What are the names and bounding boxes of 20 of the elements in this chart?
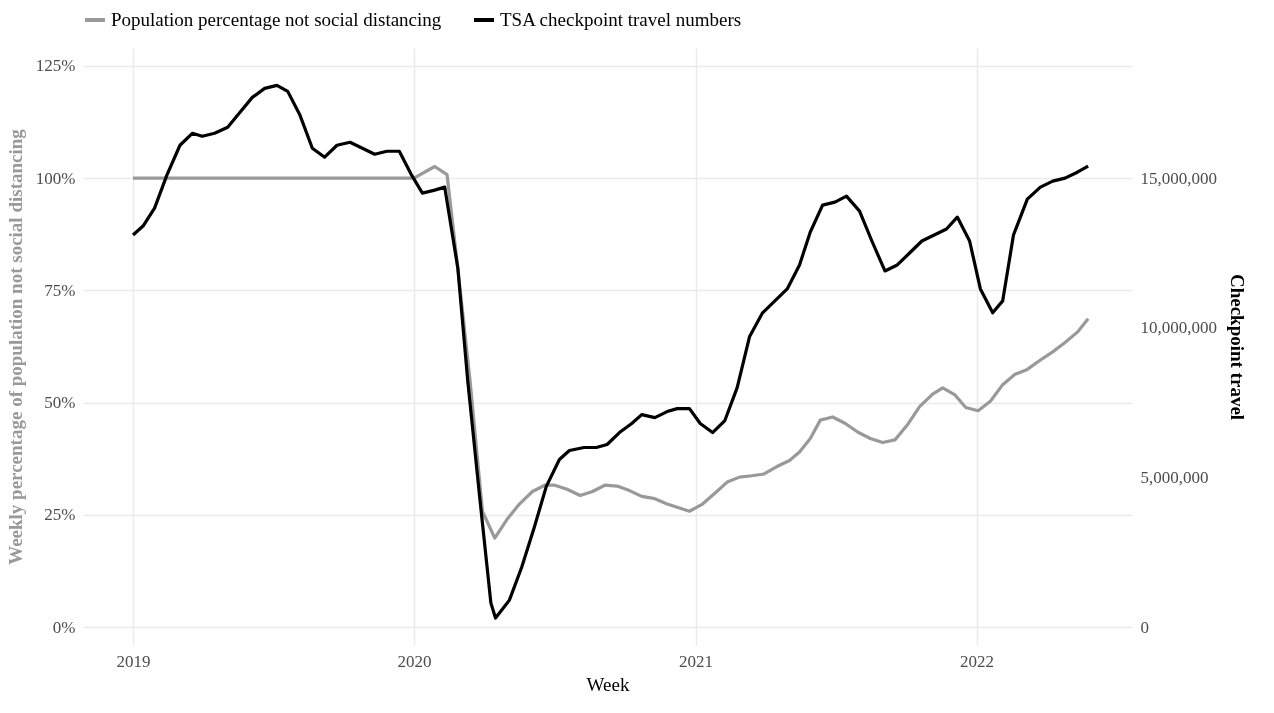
legend-label: TSA checkpoint travel numbers bbox=[500, 9, 742, 30]
y-tick-label: 0% bbox=[52, 617, 76, 637]
y-tick-label: 50% bbox=[44, 393, 76, 413]
y2-tick-label: 5,000,000 bbox=[1140, 467, 1209, 487]
x-tick-label: 2020 bbox=[397, 651, 432, 671]
y-tick-label: 125% bbox=[35, 56, 76, 76]
y-tick-label: 75% bbox=[44, 280, 76, 300]
legend-label: Population percentage not social distancing bbox=[111, 9, 442, 30]
x-tick-label: 2021 bbox=[679, 651, 714, 671]
x-axis-title: Week bbox=[586, 673, 630, 695]
y-tick-label: 100% bbox=[35, 168, 76, 188]
y2-tick-label: 10,000,000 bbox=[1140, 318, 1217, 338]
y2-axis-title: Checkpoint travel bbox=[1227, 273, 1248, 421]
line-series bbox=[131, 83, 1090, 620]
y2-tick-label: 15,000,000 bbox=[1140, 168, 1217, 188]
x-tick-label: 2019 bbox=[116, 651, 151, 671]
y-tick-label: 25% bbox=[44, 505, 76, 525]
x-tick-label: 2022 bbox=[960, 651, 995, 671]
y2-tick-label: 0 bbox=[1140, 617, 1149, 637]
y-axis-title: Weekly percentage of population not social distancing bbox=[4, 128, 26, 565]
